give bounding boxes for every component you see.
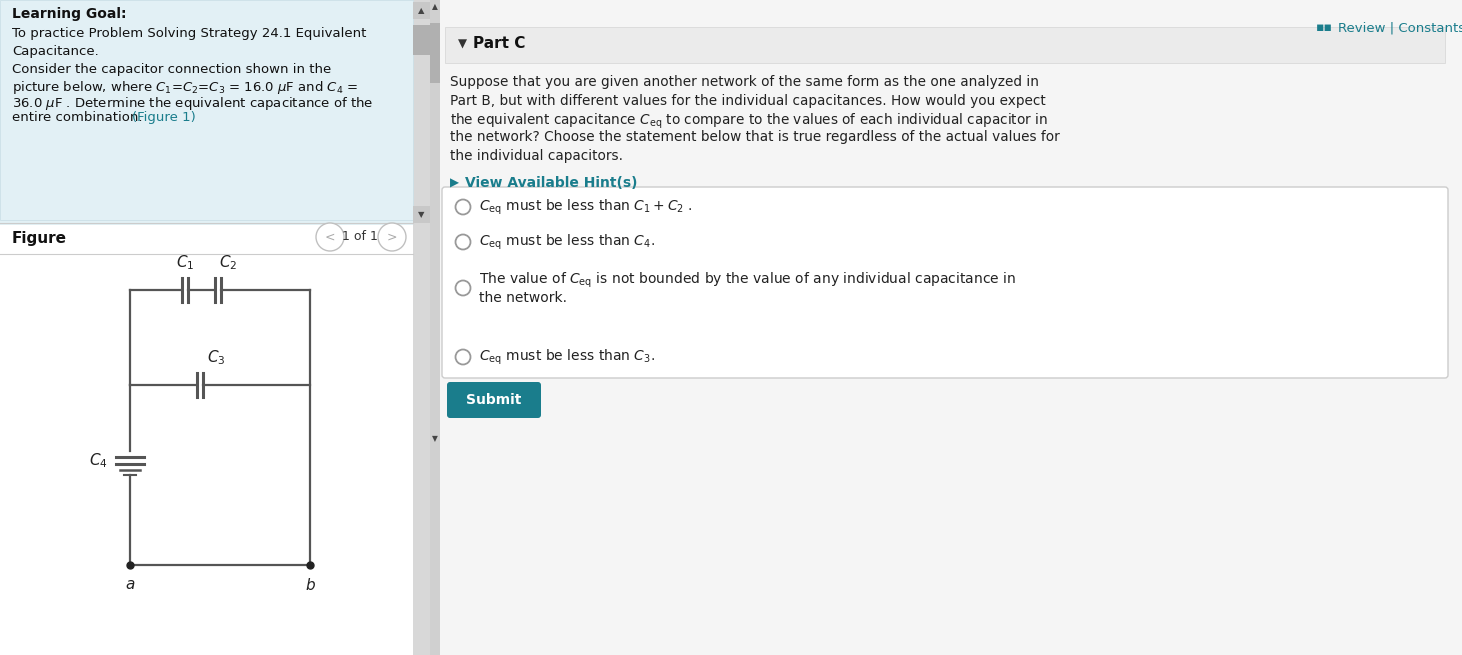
Text: Learning Goal:: Learning Goal:	[12, 7, 127, 21]
Text: To practice Problem Solving Strategy 24.1 Equivalent
Capacitance.: To practice Problem Solving Strategy 24.…	[12, 27, 367, 58]
FancyBboxPatch shape	[447, 382, 541, 418]
Text: 36.0 $\mu$F . Determine the equivalent capacitance of the: 36.0 $\mu$F . Determine the equivalent c…	[12, 95, 373, 112]
Text: Review | Constants: Review | Constants	[1338, 21, 1462, 34]
Text: <: <	[325, 231, 335, 244]
Text: ▲: ▲	[418, 6, 425, 15]
Text: $C_{\mathrm{eq}}$ must be less than $C_4$.: $C_{\mathrm{eq}}$ must be less than $C_4…	[480, 233, 655, 252]
Text: ▼: ▼	[418, 210, 425, 219]
Text: the equivalent capacitance $C_{\mathrm{eq}}$ to compare to the values of each in: the equivalent capacitance $C_{\mathrm{e…	[450, 112, 1048, 131]
Circle shape	[456, 234, 471, 250]
Text: $C_{\mathrm{eq}}$ must be less than $C_1 + C_2$ .: $C_{\mathrm{eq}}$ must be less than $C_1…	[480, 197, 693, 217]
Text: $b$: $b$	[304, 577, 316, 593]
Text: Part C: Part C	[474, 37, 525, 52]
FancyBboxPatch shape	[412, 206, 430, 223]
Text: entire combination.: entire combination.	[12, 111, 142, 124]
FancyBboxPatch shape	[430, 23, 440, 83]
Text: $C_{\mathrm{eq}}$ must be less than $C_3$.: $C_{\mathrm{eq}}$ must be less than $C_3…	[480, 347, 655, 367]
Circle shape	[316, 223, 344, 251]
FancyBboxPatch shape	[412, 0, 430, 655]
Text: Part B, but with different values for the individual capacitances. How would you: Part B, but with different values for th…	[450, 94, 1045, 107]
Text: ▶: ▶	[450, 176, 459, 189]
Circle shape	[456, 350, 471, 364]
Text: View Available Hint(s): View Available Hint(s)	[465, 176, 637, 190]
Text: >: >	[387, 231, 398, 244]
FancyBboxPatch shape	[0, 0, 412, 220]
FancyBboxPatch shape	[444, 27, 1444, 63]
Text: picture below, where $C_1$=$C_2$=$C_3$ = 16.0 $\mu$F and $C_4$ =: picture below, where $C_1$=$C_2$=$C_3$ =…	[12, 79, 358, 96]
Text: $C_1$: $C_1$	[175, 253, 194, 272]
Text: the network.: the network.	[480, 291, 567, 305]
Text: $C_2$: $C_2$	[219, 253, 237, 272]
FancyBboxPatch shape	[430, 0, 440, 655]
Text: Suppose that you are given another network of the same form as the one analyzed : Suppose that you are given another netwo…	[450, 75, 1039, 89]
Text: (Figure 1): (Figure 1)	[132, 111, 196, 124]
Circle shape	[456, 200, 471, 214]
Text: Consider the capacitor connection shown in the: Consider the capacitor connection shown …	[12, 63, 332, 76]
FancyBboxPatch shape	[412, 2, 430, 19]
Text: $a$: $a$	[124, 577, 135, 592]
Text: $C_4$: $C_4$	[89, 452, 108, 470]
Text: Submit: Submit	[466, 393, 522, 407]
FancyBboxPatch shape	[0, 225, 412, 655]
FancyBboxPatch shape	[0, 0, 430, 655]
Circle shape	[456, 280, 471, 295]
Text: the network? Choose the statement below that is true regardless of the actual va: the network? Choose the statement below …	[450, 130, 1060, 145]
Text: ▲: ▲	[433, 3, 439, 12]
Circle shape	[379, 223, 406, 251]
FancyBboxPatch shape	[442, 187, 1447, 378]
FancyBboxPatch shape	[430, 0, 1462, 655]
Text: ▼: ▼	[458, 37, 466, 50]
Text: ▪▪: ▪▪	[1316, 21, 1333, 34]
Text: Figure: Figure	[12, 231, 67, 246]
FancyBboxPatch shape	[412, 25, 430, 55]
Text: ▼: ▼	[433, 434, 439, 443]
Text: the individual capacitors.: the individual capacitors.	[450, 149, 623, 163]
Text: The value of $C_{\mathrm{eq}}$ is not bounded by the value of any individual cap: The value of $C_{\mathrm{eq}}$ is not bo…	[480, 271, 1016, 290]
Text: 1 of 1: 1 of 1	[342, 231, 379, 244]
Text: $C_3$: $C_3$	[206, 348, 225, 367]
